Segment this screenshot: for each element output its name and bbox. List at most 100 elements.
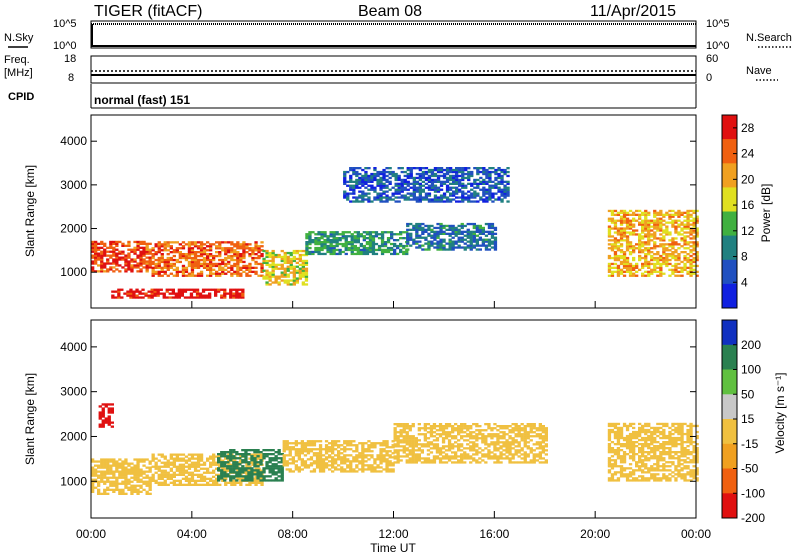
velocity-echo-cell: [303, 446, 308, 449]
power-echo-cell: [506, 180, 510, 183]
power-echo-cell: [368, 246, 373, 250]
velocity-echo-cell: [484, 437, 488, 440]
power-echo-cell: [206, 258, 210, 262]
power-echo-cell: [141, 288, 145, 291]
velocity-echo-cell: [451, 427, 455, 430]
power-echo-cell: [271, 255, 275, 259]
power-echo-cell: [112, 258, 116, 261]
velocity-echo-cell: [139, 472, 143, 475]
velocity-echo-cell: [429, 443, 434, 446]
power-echo-cell: [190, 260, 195, 264]
velocity-echo-cell: [396, 461, 400, 464]
velocity-echo-cell: [274, 451, 278, 454]
power-echo-cell: [485, 192, 489, 195]
velocity-echo-cell: [160, 453, 164, 456]
velocity-echo-cell: [94, 478, 98, 481]
power-echo-cell: [311, 241, 315, 244]
velocity-echo-cell: [315, 448, 320, 451]
velocity-echo-cell: [166, 475, 170, 478]
power-echo-cell: [622, 209, 627, 213]
power-echo-cell: [385, 194, 389, 197]
power-echo-cell: [616, 211, 621, 214]
velocity-echo-cell: [405, 423, 409, 426]
power-echo-cell: [317, 250, 321, 254]
power-echo-cell: [115, 258, 119, 261]
velocity-echo-cell: [223, 453, 227, 456]
power-echo-cell: [350, 235, 354, 238]
velocity-echo-cell: [130, 466, 134, 469]
velocity-echo-cell: [218, 473, 222, 476]
velocity-echo-cell: [454, 451, 458, 454]
power-echo-cell: [503, 186, 507, 189]
power-echo-cell: [455, 182, 459, 185]
power-echo-cell: [476, 172, 480, 176]
power-echo-cell: [686, 221, 690, 224]
power-echo-cell: [91, 244, 95, 247]
power-echo-cell: [298, 259, 302, 263]
power-echo-cell: [689, 229, 693, 232]
power-echo-cell: [458, 188, 462, 191]
velocity-echo-cell: [472, 435, 476, 438]
power-echo-cell: [635, 213, 639, 216]
power-echo-cell: [283, 271, 287, 274]
velocity-echo-cell: [349, 464, 353, 467]
power-echo-cell: [365, 237, 370, 240]
power-echo-cell: [298, 275, 302, 278]
power-echo-cell: [457, 228, 461, 231]
power-echo-cell: [397, 200, 401, 203]
power-echo-cell: [199, 251, 204, 254]
power-echo-cell: [644, 225, 648, 228]
velocity-echo-cell: [148, 462, 152, 465]
velocity-echo-cell: [297, 458, 301, 461]
power-echo-cell: [653, 253, 657, 256]
power-echo-cell: [406, 167, 410, 170]
velocity-echo-cell: [352, 460, 356, 463]
power-echo-cell: [166, 243, 170, 246]
power-echo-cell: [145, 260, 149, 263]
velocity-echo-cell: [635, 445, 639, 448]
power-echo-cell: [280, 257, 284, 261]
power-echo-cell: [412, 224, 416, 228]
power-echo-cell: [332, 239, 336, 242]
velocity-echo-cell: [355, 456, 359, 459]
velocity-echo-cell: [478, 457, 482, 460]
velocity-echo-cell: [300, 448, 304, 451]
power-echo-cell: [109, 242, 113, 245]
power-echo-cell: [479, 170, 483, 174]
velocity-echo-cell: [321, 458, 326, 461]
velocity-echo-cell: [385, 440, 389, 443]
power-echo-cell: [469, 232, 473, 235]
power-echo-cell: [150, 292, 154, 295]
power-echo-cell: [283, 275, 287, 278]
power-echo-cell: [280, 271, 284, 274]
velocity-echo-cell: [104, 419, 108, 422]
power-echo-cell: [257, 256, 261, 260]
velocity-echo-cell: [529, 427, 533, 430]
velocity-echo-cell: [291, 470, 295, 473]
power-echo-cell: [479, 182, 483, 185]
power-echo-cell: [206, 266, 210, 269]
velocity-echo-cell: [300, 450, 304, 453]
power-echo-cell: [370, 180, 374, 183]
velocity-echo-cell: [508, 457, 512, 460]
power-echo-cell: [409, 244, 413, 247]
velocity-echo-cell: [638, 434, 642, 438]
power-echo-cell: [607, 243, 612, 246]
power-echo-cell: [343, 174, 347, 178]
velocity-echo-cell: [157, 475, 161, 478]
power-echo-cell: [488, 190, 492, 193]
velocity-echo-cell: [520, 447, 524, 450]
power-echo-cell: [223, 288, 227, 291]
power-echo-cell: [454, 228, 458, 231]
velocity-echo-cell: [112, 460, 116, 463]
power-echo-cell: [106, 258, 110, 261]
power-echo-cell: [265, 255, 269, 259]
power-echo-cell: [286, 273, 290, 276]
velocity-echo-cell: [181, 477, 186, 480]
velocity-echo-cell: [262, 449, 266, 452]
power-echo-cell: [686, 213, 690, 216]
power-echo-cell: [494, 192, 498, 195]
power-echo-cell: [349, 200, 353, 203]
power-echo-cell: [490, 242, 495, 245]
velocity-echo-cell: [248, 469, 252, 472]
